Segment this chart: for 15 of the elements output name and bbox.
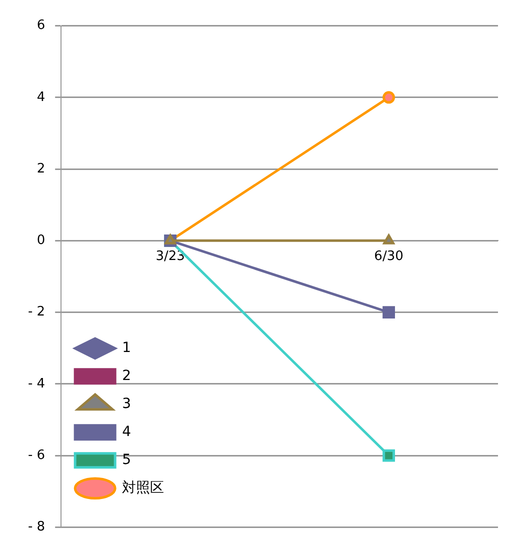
y-tick-label: - 2 (28, 304, 46, 320)
legend-label: 3 (122, 396, 132, 412)
legend-label: 2 (122, 368, 132, 384)
y-tick-label: 0 (36, 233, 46, 248)
y-tick-label: - 4 (28, 376, 46, 392)
legend-label: 5 (122, 452, 132, 468)
legend-label: 1 (122, 340, 132, 356)
y-tick-label: - 8 (28, 520, 46, 535)
y-tick-label: 2 (36, 161, 46, 176)
x-tick-label: 6/30 (374, 248, 404, 264)
legend-label: 対照区 (122, 480, 164, 496)
y-tick-label: - 6 (28, 448, 46, 463)
y-tick-label: 4 (36, 90, 46, 105)
legend-label: 4 (122, 424, 132, 440)
y-tick-label: 6 (36, 18, 46, 34)
